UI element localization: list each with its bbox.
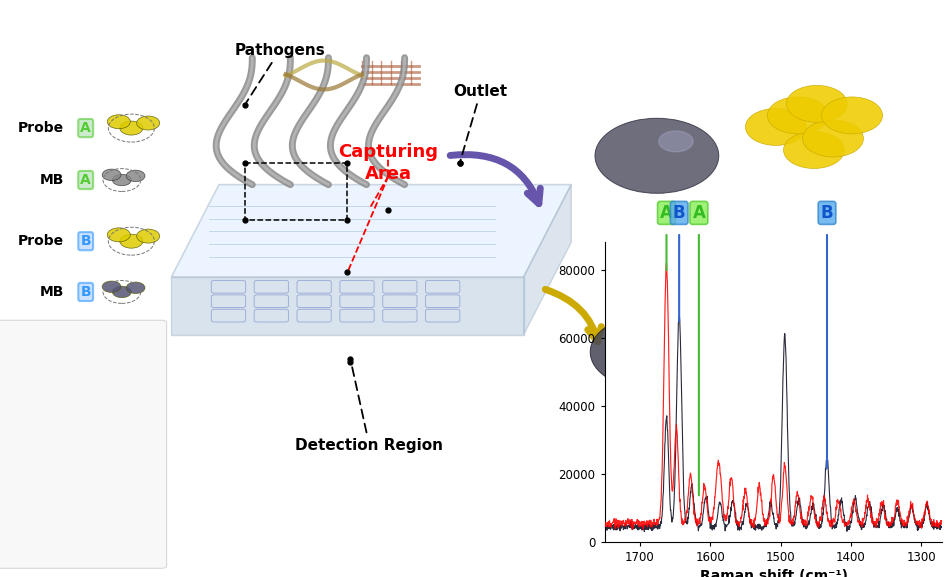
Polygon shape <box>171 277 524 335</box>
Circle shape <box>108 115 130 129</box>
Circle shape <box>803 120 863 157</box>
Text: Capturing
Area: Capturing Area <box>338 143 439 183</box>
Circle shape <box>738 352 795 387</box>
Circle shape <box>822 97 883 134</box>
Polygon shape <box>171 185 571 277</box>
Text: Probe: Probe <box>18 121 64 135</box>
Text: Pathogens: Pathogens <box>234 43 326 103</box>
Text: MB: MB <box>39 173 64 187</box>
Circle shape <box>811 340 868 375</box>
Text: A: A <box>80 173 91 187</box>
Polygon shape <box>524 185 571 335</box>
Text: Probe: Probe <box>18 234 64 248</box>
Circle shape <box>102 281 121 293</box>
Circle shape <box>767 97 828 134</box>
Text: B: B <box>673 204 685 222</box>
Text: B: B <box>80 285 91 299</box>
Text: B: B <box>80 234 91 248</box>
Circle shape <box>783 132 844 168</box>
Text: MB: MB <box>39 285 64 299</box>
Circle shape <box>779 329 836 364</box>
Circle shape <box>137 116 160 130</box>
Circle shape <box>795 364 852 398</box>
FancyBboxPatch shape <box>0 320 167 568</box>
Circle shape <box>126 282 145 294</box>
Circle shape <box>649 327 684 348</box>
Circle shape <box>126 170 145 182</box>
Circle shape <box>659 131 693 152</box>
Circle shape <box>760 340 817 375</box>
Circle shape <box>108 228 130 242</box>
Text: B: B <box>821 204 833 222</box>
Circle shape <box>120 121 143 135</box>
Circle shape <box>120 234 143 248</box>
Text: Detection Region: Detection Region <box>295 362 444 453</box>
Text: Outlet: Outlet <box>454 84 507 160</box>
Circle shape <box>137 229 160 243</box>
Circle shape <box>112 286 131 298</box>
Text: A: A <box>660 204 673 222</box>
Circle shape <box>112 174 131 186</box>
Text: A: A <box>80 121 91 135</box>
X-axis label: Raman shift (cm⁻¹): Raman shift (cm⁻¹) <box>700 568 847 577</box>
Circle shape <box>776 375 833 410</box>
Circle shape <box>590 314 714 389</box>
Circle shape <box>745 108 806 145</box>
Text: A: A <box>692 204 705 222</box>
Circle shape <box>595 118 719 193</box>
Circle shape <box>786 85 847 122</box>
Circle shape <box>102 169 121 181</box>
